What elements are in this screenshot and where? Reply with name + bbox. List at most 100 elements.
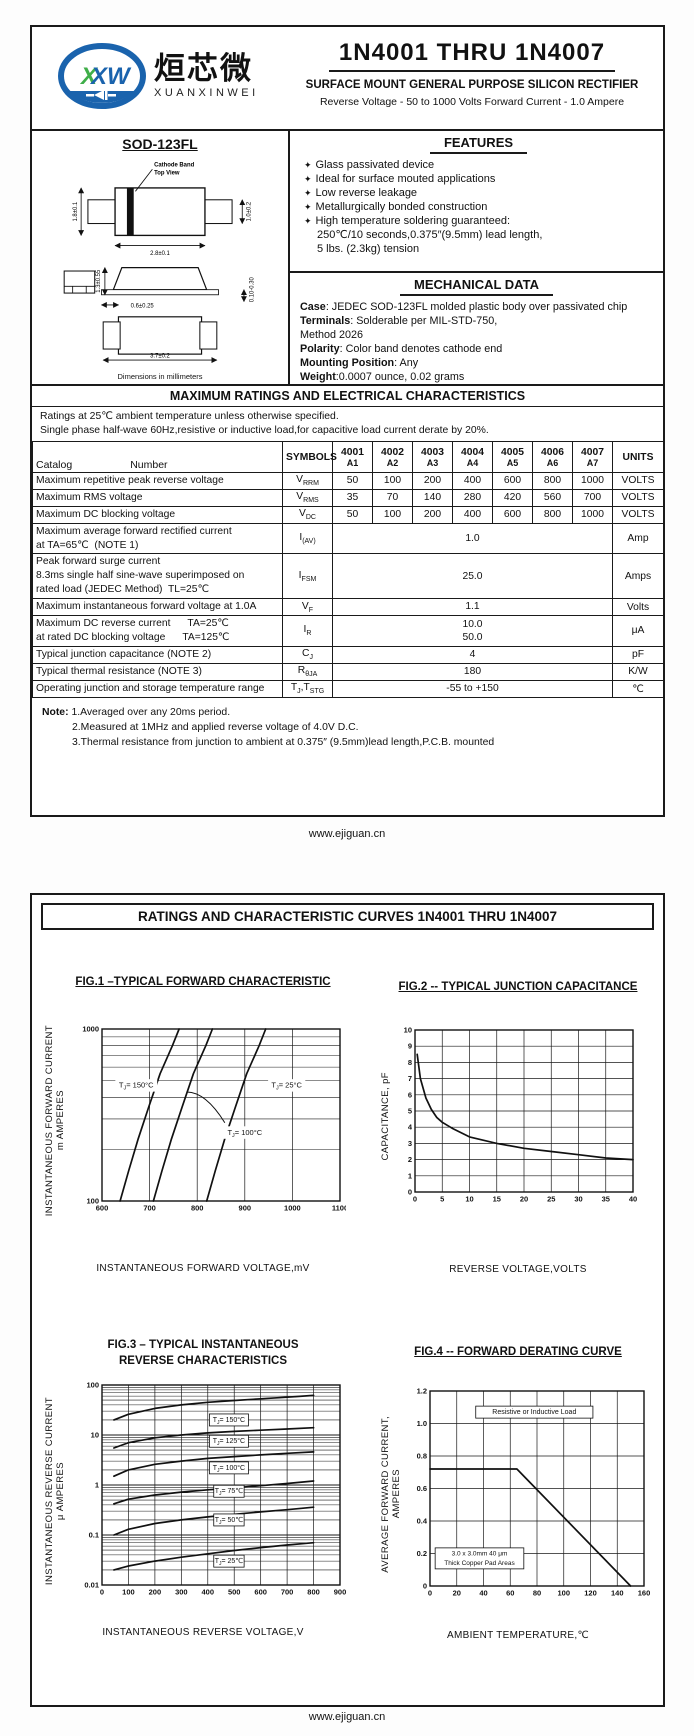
mech-line: Terminals: Solderable per MIL-STD-750, xyxy=(300,314,498,327)
mech-line: Mounting Position: Any xyxy=(300,356,419,369)
value-cell: 1000 xyxy=(572,472,613,490)
figure-1-y-axis-label: INSTANTANEOUS FORWARD CURRENT m AMPERES xyxy=(44,1024,66,1217)
datasheet-page-2: RATINGS AND CHARACTERISTIC CURVES 1N4001… xyxy=(30,893,665,1707)
svg-text:X: X xyxy=(79,63,99,90)
unit-cell: VOLTS xyxy=(612,505,664,524)
y-tick-label: 0.6 xyxy=(417,1484,427,1493)
x-tick-label: 600 xyxy=(254,1588,267,1597)
table-row: Maximum DC blocking voltage VDC 50 100 200 40… xyxy=(32,505,664,524)
x-tick-label: 120 xyxy=(584,1588,597,1597)
figure-4-y-axis-label: AVERAGE FORWARD CURRENT, AMPERES xyxy=(380,1415,402,1573)
dim-side-height: 1.3±0.55 xyxy=(96,269,102,293)
device-description: SURFACE MOUNT GENERAL PURPOSE SILICON RE… xyxy=(305,79,639,91)
parameter-cell: Maximum RMS voltage xyxy=(32,488,283,507)
x-tick-label: 0 xyxy=(428,1588,432,1597)
unit-cell: ℃ xyxy=(612,679,664,698)
curve-label: TJ= 25℃ xyxy=(215,1558,244,1567)
parameter-cell: Typical junction capacitance (NOTE 2) xyxy=(32,645,283,664)
parameter-cell: Maximum average forward rectified curren… xyxy=(32,522,283,555)
mech-line: Polarity: Color band denotes cathode end xyxy=(300,342,503,355)
symbol-cell: RθJA xyxy=(282,662,333,681)
table-notes: Note: 1.Averaged over any 20ms period. 2… xyxy=(42,706,495,748)
package-name: SOD-123FL xyxy=(122,136,198,152)
curve-TJ=150C xyxy=(119,1027,180,1202)
y-tick-label: 0.8 xyxy=(417,1451,427,1460)
figure-1-x-axis-label: INSTANTANEOUS FORWARD VOLTAGE,mV xyxy=(96,1262,310,1274)
unit-cell: VOLTS xyxy=(612,488,664,507)
value-cell: 1000 xyxy=(572,505,613,524)
y-tick-label: 3 xyxy=(408,1138,412,1147)
figure-3-reverse-characteristics: FIG.3 – TYPICAL INSTANTANEOUS REVERSE CHA… xyxy=(44,1338,362,1638)
package-drawing-panel: SOD-123FL Cathode Band Top View 1.8±0.1 xyxy=(32,131,290,384)
logo-mark-icon: X XW xyxy=(58,43,146,109)
company-name-en: XUANXINWEI xyxy=(154,87,259,99)
x-tick-label: 400 xyxy=(202,1588,215,1597)
symbol-cell: IR xyxy=(282,615,333,647)
value-cell-span: 1.1 xyxy=(332,598,613,617)
symbol-cell: I(AV) xyxy=(282,522,333,555)
x-tick-label: 80 xyxy=(533,1588,541,1597)
value-cell: 70 xyxy=(372,488,413,507)
cathode-band xyxy=(126,187,134,236)
catalog-number-header: Catalog Number xyxy=(32,441,283,474)
part-column-header: 4003 A3 xyxy=(412,441,453,474)
x-tick-label: 500 xyxy=(228,1588,241,1597)
value-cell: 35 xyxy=(332,488,373,507)
feature-item-continuation: 250℃/10 seconds,0.375″(9.5mm) lead lengt… xyxy=(317,229,543,242)
y-tick-label: 1000 xyxy=(82,1025,99,1034)
parameter-cell: Typical thermal resistance (NOTE 3) xyxy=(32,662,283,681)
figure-3-y-axis-label: INSTANTANEOUS REVERSE CURRENT μ AMPERES xyxy=(44,1396,66,1586)
top-view-label: Top View xyxy=(154,170,180,176)
part-column-header: 4001 A1 xyxy=(332,441,373,474)
curve-TJ=25C xyxy=(113,1541,315,1571)
symbols-header: SYMBOLS xyxy=(282,441,337,474)
figure-3-title: FIG.3 – TYPICAL INSTANTANEOUS REVERSE CHA… xyxy=(107,1339,299,1367)
symbol-cell: CJ xyxy=(282,645,333,664)
x-tick-label: 20 xyxy=(520,1194,528,1203)
feature-item: ✦ Ideal for surface mouted applications xyxy=(304,173,496,186)
figure-4-plot: 0 20 40 60 80 100 120 140 160 0 0.2 0.4 0.6 0.8 1.0 1.2… xyxy=(417,1387,651,1598)
curve-label: Thick Copper Pad Areas xyxy=(444,1559,515,1566)
value-cell: 420 xyxy=(492,488,533,507)
curve-label: TJ= 75℃ xyxy=(215,1488,244,1497)
parameter-cell: Maximum DC blocking voltage xyxy=(32,505,283,524)
y-tick-label: 0.2 xyxy=(417,1549,427,1558)
ratings-conditions: Ratings at 25℃ ambient temperature unles… xyxy=(40,411,489,436)
y-tick-label: 10 xyxy=(404,1026,412,1035)
figure-2-junction-capacitance: FIG.2 -- TYPICAL JUNCTION CAPACITANCE CA… xyxy=(380,980,656,1275)
curve-label: TJ= 150°C xyxy=(119,1080,154,1091)
package-outline-drawing: Cathode Band Top View 1.8±0.1 1.0±0.2 2.… xyxy=(63,163,255,364)
feature-item: ✦ Glass passivated device xyxy=(304,159,435,171)
value-cell: 100 xyxy=(372,472,413,490)
y-tick-label: 1 xyxy=(95,1481,99,1490)
x-tick-label: 140 xyxy=(611,1588,624,1597)
y-tick-label: 1 xyxy=(408,1171,412,1180)
curve-TJ=25C xyxy=(205,1027,267,1202)
x-tick-label: 0 xyxy=(413,1194,417,1203)
parameter-cell: Peak forward surge current 8.3ms single … xyxy=(32,553,283,600)
parameter-cell: Operating junction and storage temperatu… xyxy=(32,679,283,698)
company-logo: X XW 烜芯微 XUANXINWEI xyxy=(58,43,259,109)
y-tick-label: 10 xyxy=(91,1431,99,1440)
part-column-header: 4002 A2 xyxy=(372,441,413,474)
x-tick-label: 700 xyxy=(143,1203,156,1212)
table-row: Typical thermal resistance (NOTE 3) RθJA 1… xyxy=(32,662,664,681)
part-column-header: 4007 A7 xyxy=(572,441,613,474)
y-tick-label: 0.1 xyxy=(89,1531,99,1540)
x-tick-label: 1100 xyxy=(332,1203,346,1212)
value-cell: 800 xyxy=(532,472,573,490)
curves-page-title: RATINGS AND CHARACTERISTIC CURVES 1N4001… xyxy=(41,903,654,930)
mechanical-data-title: MECHANICAL DATA xyxy=(400,277,553,296)
y-tick-label: 0.4 xyxy=(417,1516,428,1525)
table-row: Peak forward surge current 8.3ms single … xyxy=(32,553,664,600)
unit-cell: pF xyxy=(612,645,664,664)
curve-label: TJ= 100°C xyxy=(227,1127,262,1138)
figure-2-plot: 0 5 10 15 20 25 30 35 40 0 1 2 3 4 5 6 7 8 9 10 xyxy=(404,1026,638,1204)
features-panel: FEATURES ✦ Glass passivated device ✦ Ideal… xyxy=(290,131,663,273)
value-cell: 600 xyxy=(492,472,533,490)
part-column-header: 4004 A4 xyxy=(452,441,493,474)
x-tick-label: 800 xyxy=(307,1588,320,1597)
value-cell: 140 xyxy=(412,488,453,507)
symbol-cell: VRRM xyxy=(282,472,333,490)
dimensions-note: Dimensions in millimeters xyxy=(117,372,203,381)
